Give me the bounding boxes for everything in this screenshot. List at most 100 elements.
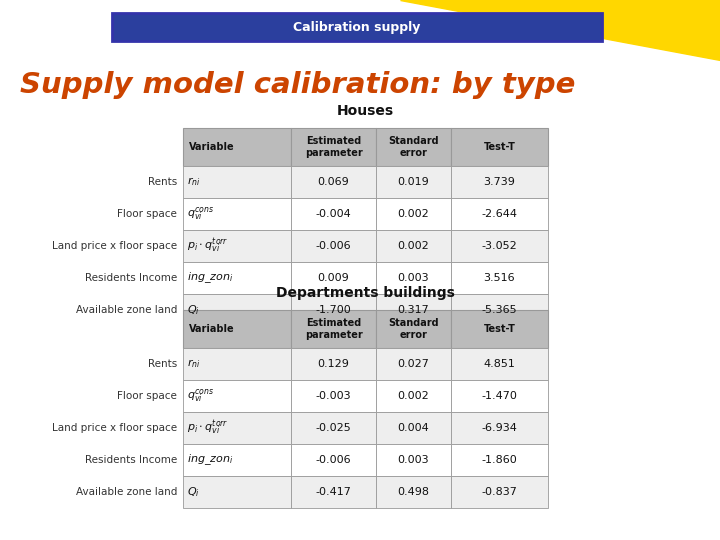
Bar <box>183 294 291 326</box>
Text: 3.739: 3.739 <box>484 177 516 187</box>
Text: Rents: Rents <box>148 359 177 369</box>
Text: $Q_i$: $Q_i$ <box>187 485 200 499</box>
Text: Departments buildings: Departments buildings <box>276 286 455 300</box>
Text: Residents Income: Residents Income <box>85 273 177 283</box>
Text: 0.069: 0.069 <box>318 177 349 187</box>
Bar <box>183 444 291 476</box>
Bar <box>291 348 376 380</box>
Bar <box>291 198 376 230</box>
Text: -0.837: -0.837 <box>482 487 518 497</box>
Text: $p_i \cdot q_{vi}^{torr}$: $p_i \cdot q_{vi}^{torr}$ <box>187 237 228 255</box>
Bar <box>183 412 291 444</box>
Text: Calibration supply: Calibration supply <box>293 21 420 33</box>
Text: 4.851: 4.851 <box>484 359 516 369</box>
Text: -3.052: -3.052 <box>482 241 518 251</box>
Bar <box>291 128 376 166</box>
Text: Variable: Variable <box>189 142 235 152</box>
Text: Variable: Variable <box>189 324 235 334</box>
Bar <box>183 348 291 380</box>
Text: 0.004: 0.004 <box>397 423 429 433</box>
Text: -1.700: -1.700 <box>315 305 351 315</box>
Bar <box>451 310 548 348</box>
Text: -1.860: -1.860 <box>482 455 518 465</box>
Text: $ing\_zon_i$: $ing\_zon_i$ <box>187 453 233 468</box>
Bar <box>376 294 451 326</box>
Bar <box>376 380 451 412</box>
Bar <box>376 262 451 294</box>
Text: $ing\_zon_i$: $ing\_zon_i$ <box>187 271 233 286</box>
Text: 0.002: 0.002 <box>397 241 429 251</box>
Text: Standard
error: Standard error <box>388 318 438 340</box>
Bar <box>451 444 548 476</box>
Bar <box>291 380 376 412</box>
Text: 0.002: 0.002 <box>397 391 429 401</box>
Text: 0.019: 0.019 <box>397 177 429 187</box>
Text: 0.003: 0.003 <box>397 455 429 465</box>
Text: 0.002: 0.002 <box>397 209 429 219</box>
Text: -2.644: -2.644 <box>482 209 518 219</box>
Text: Rents: Rents <box>148 177 177 187</box>
Text: Floor space: Floor space <box>117 209 177 219</box>
Bar <box>112 13 602 41</box>
Text: -0.006: -0.006 <box>315 241 351 251</box>
Text: Residents Income: Residents Income <box>85 455 177 465</box>
Bar <box>183 230 291 262</box>
Bar <box>183 380 291 412</box>
Bar <box>291 476 376 508</box>
Text: $Q_i$: $Q_i$ <box>187 303 200 317</box>
Bar <box>451 166 548 198</box>
Text: Land price x floor space: Land price x floor space <box>52 241 177 251</box>
Bar <box>376 412 451 444</box>
Bar <box>183 310 291 348</box>
Bar <box>183 128 291 166</box>
Text: $q_{vi}^{cons}$: $q_{vi}^{cons}$ <box>187 388 215 404</box>
Text: Test-T: Test-T <box>484 142 516 152</box>
Polygon shape <box>400 0 720 60</box>
Bar <box>291 230 376 262</box>
Bar <box>376 166 451 198</box>
Text: -6.934: -6.934 <box>482 423 518 433</box>
Bar <box>291 294 376 326</box>
Bar <box>451 412 548 444</box>
Polygon shape <box>550 0 720 45</box>
Text: Standard
error: Standard error <box>388 136 438 158</box>
Text: 0.003: 0.003 <box>397 273 429 283</box>
Text: Land price x floor space: Land price x floor space <box>52 423 177 433</box>
Text: Estimated
parameter: Estimated parameter <box>305 318 362 340</box>
Text: -5.365: -5.365 <box>482 305 517 315</box>
Bar <box>376 310 451 348</box>
Text: Test-T: Test-T <box>484 324 516 334</box>
Text: 0.009: 0.009 <box>318 273 349 283</box>
Text: -0.417: -0.417 <box>315 487 351 497</box>
Bar <box>183 198 291 230</box>
Bar <box>376 444 451 476</box>
Bar <box>451 198 548 230</box>
Bar <box>291 166 376 198</box>
Bar <box>451 476 548 508</box>
Bar <box>376 198 451 230</box>
Text: $r_{ni}$: $r_{ni}$ <box>187 176 201 188</box>
Text: Estimated
parameter: Estimated parameter <box>305 136 362 158</box>
Text: 0.027: 0.027 <box>397 359 429 369</box>
Text: 0.129: 0.129 <box>318 359 349 369</box>
Text: $r_{ni}$: $r_{ni}$ <box>187 357 201 370</box>
Text: Supply model calibration: by type: Supply model calibration: by type <box>20 71 575 99</box>
Text: 3.516: 3.516 <box>484 273 516 283</box>
Bar <box>376 230 451 262</box>
Bar <box>291 444 376 476</box>
Text: -0.006: -0.006 <box>315 455 351 465</box>
Text: 0.317: 0.317 <box>397 305 429 315</box>
Bar <box>451 380 548 412</box>
Bar <box>183 262 291 294</box>
Bar <box>451 294 548 326</box>
Bar <box>376 476 451 508</box>
Text: Available zone land: Available zone land <box>76 305 177 315</box>
Bar <box>291 310 376 348</box>
Bar <box>291 262 376 294</box>
Text: Available zone land: Available zone land <box>76 487 177 497</box>
Text: -0.025: -0.025 <box>315 423 351 433</box>
Bar <box>183 476 291 508</box>
Text: -0.003: -0.003 <box>315 391 351 401</box>
Bar <box>451 262 548 294</box>
Text: Houses: Houses <box>337 104 394 118</box>
